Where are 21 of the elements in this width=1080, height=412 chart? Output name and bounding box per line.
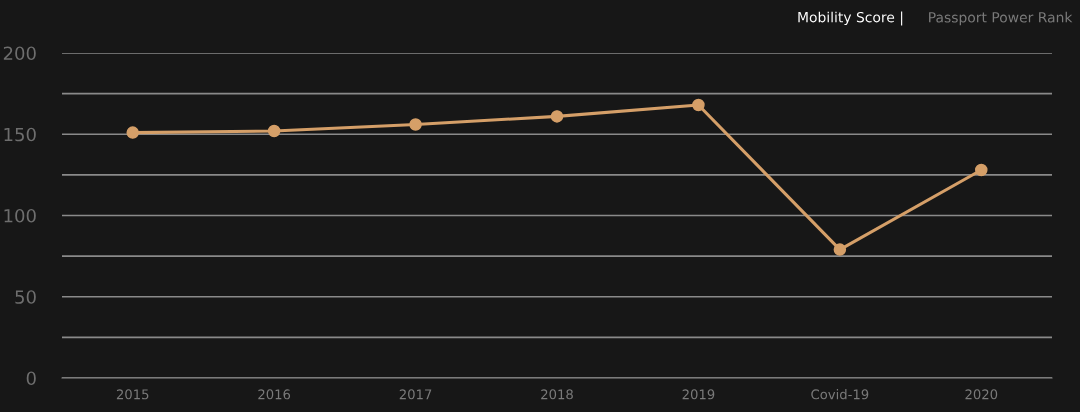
y-tick-label: 150 xyxy=(4,127,36,142)
y-tick-label: 50 xyxy=(15,290,36,304)
x-tick-label: 2020 xyxy=(965,389,998,400)
point xyxy=(126,126,139,139)
point xyxy=(975,163,988,177)
x-tick-label: 2016 xyxy=(258,389,291,400)
x-tick-label: 2018 xyxy=(541,389,573,400)
point xyxy=(833,243,847,256)
x-tick-label: 2017 xyxy=(399,389,432,400)
y-tick-label: 0 xyxy=(26,371,36,386)
x-tick-label: Covid-19 xyxy=(811,389,869,400)
point xyxy=(409,118,422,131)
y-tick-label: 100 xyxy=(4,208,36,223)
point xyxy=(550,110,564,123)
y-tick-label: 200 xyxy=(3,46,36,61)
x-tick-label: 2019 xyxy=(682,389,715,400)
x-tick-label: 2015 xyxy=(116,389,149,400)
chart-subtitle: Passport Power Rank xyxy=(929,11,1073,26)
point xyxy=(267,124,281,138)
chart-title: Mobility Score | xyxy=(798,11,903,26)
point xyxy=(692,98,705,112)
